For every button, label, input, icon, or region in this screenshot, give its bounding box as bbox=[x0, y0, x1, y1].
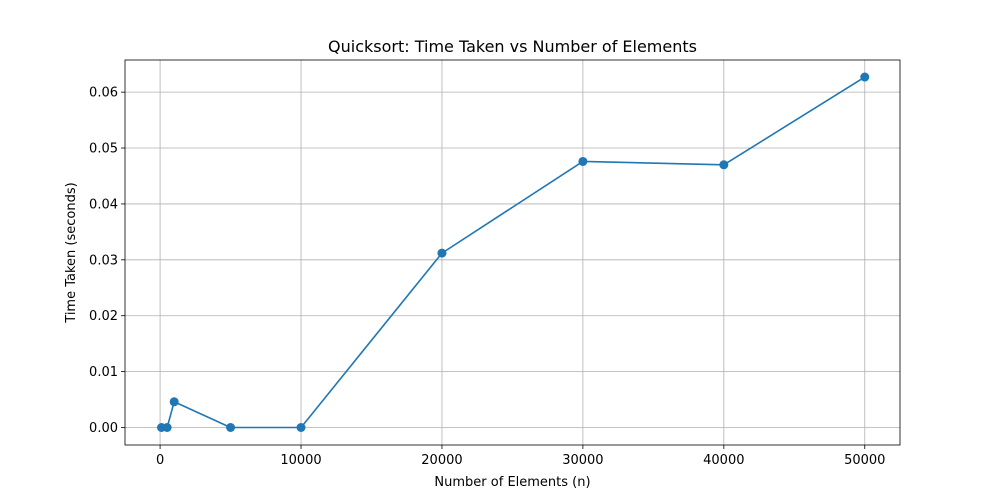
x-tick-label: 0 bbox=[156, 453, 164, 468]
y-axis-label: Time Taken (seconds) bbox=[64, 182, 79, 323]
y-tick-label: 0.03 bbox=[89, 253, 118, 268]
data-point bbox=[162, 423, 172, 433]
data-point bbox=[860, 72, 870, 82]
y-tick-label: 0.06 bbox=[89, 86, 118, 101]
x-tick-label: 40000 bbox=[703, 453, 744, 468]
data-point bbox=[437, 248, 447, 258]
chart-title: Quicksort: Time Taken vs Number of Eleme… bbox=[328, 37, 697, 56]
data-point bbox=[578, 156, 588, 166]
data-point bbox=[296, 423, 306, 433]
x-axis-label: Number of Elements (n) bbox=[434, 475, 590, 490]
data-point bbox=[226, 423, 236, 433]
y-tick-label: 0.04 bbox=[89, 197, 118, 212]
grid-lines bbox=[125, 60, 900, 445]
x-tick-label: 50000 bbox=[844, 453, 885, 468]
series-layer bbox=[157, 72, 870, 433]
x-tick-label: 20000 bbox=[421, 453, 462, 468]
data-point bbox=[719, 160, 729, 170]
y-tick-label: 0.05 bbox=[89, 142, 118, 157]
x-tick-label: 30000 bbox=[562, 453, 603, 468]
axis-ticks: 0 10000 20000 30000 40000 50000 0.00 0.01 0.02 0.… bbox=[89, 86, 885, 468]
data-point bbox=[169, 397, 179, 407]
y-tick-label: 0.00 bbox=[89, 421, 118, 436]
y-tick-label: 0.01 bbox=[89, 365, 118, 380]
plot-frame bbox=[124, 59, 901, 446]
y-tick-label: 0.02 bbox=[89, 309, 118, 324]
x-tick-label: 10000 bbox=[280, 453, 321, 468]
series-line bbox=[161, 76, 866, 429]
